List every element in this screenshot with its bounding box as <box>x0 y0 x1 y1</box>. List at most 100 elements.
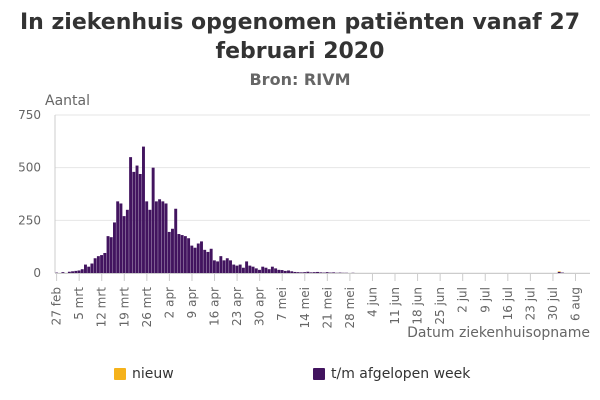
bar-week[interactable] <box>248 265 252 273</box>
bar-week[interactable] <box>316 271 319 273</box>
bar-week[interactable] <box>177 234 181 273</box>
legend-item-nieuw[interactable]: nieuw <box>114 366 174 382</box>
bar-week[interactable] <box>319 272 323 273</box>
bar-week[interactable] <box>135 165 139 273</box>
bar-week[interactable] <box>332 272 336 273</box>
bar-week[interactable] <box>206 251 210 273</box>
bar-week[interactable] <box>277 269 281 273</box>
bar-week[interactable] <box>193 247 197 273</box>
bar-week[interactable] <box>287 270 290 273</box>
bar-week[interactable] <box>116 201 120 273</box>
legend-item-week[interactable]: t/m afgelopen week <box>313 366 470 382</box>
bar-week[interactable] <box>254 268 258 273</box>
bar-week[interactable] <box>299 272 303 273</box>
bar-week[interactable] <box>96 256 100 273</box>
bar-week[interactable] <box>309 272 313 273</box>
bar-week[interactable] <box>303 272 307 273</box>
y-tick-label: 0 <box>33 266 41 280</box>
bar-week[interactable] <box>129 157 133 273</box>
bar-week[interactable] <box>296 272 300 273</box>
bar-week[interactable] <box>148 209 152 273</box>
bar-week[interactable] <box>232 264 236 273</box>
bar-week[interactable] <box>100 255 104 273</box>
bar-week[interactable] <box>174 208 178 273</box>
bar-week[interactable] <box>71 271 75 273</box>
bar-week[interactable] <box>306 271 310 273</box>
bar-week[interactable] <box>103 252 107 273</box>
bar-week[interactable] <box>84 264 87 273</box>
bar-week[interactable] <box>200 241 203 273</box>
bar-week[interactable] <box>61 272 65 273</box>
bar-week[interactable] <box>251 266 255 273</box>
bar-week[interactable] <box>190 245 194 273</box>
bar-week[interactable] <box>328 272 332 274</box>
bar-week[interactable] <box>183 236 187 273</box>
bar-week[interactable] <box>171 228 174 273</box>
bar-week[interactable] <box>274 268 278 273</box>
bar-week[interactable] <box>293 271 297 273</box>
bar-week[interactable] <box>55 272 58 274</box>
bar-week[interactable] <box>158 199 162 273</box>
bar-week[interactable] <box>145 201 149 273</box>
bar-week[interactable] <box>119 203 123 273</box>
bar-week[interactable] <box>93 258 97 273</box>
bar-week[interactable] <box>212 260 216 273</box>
bar-week[interactable] <box>290 271 294 273</box>
legend-label-nieuw: nieuw <box>132 366 174 382</box>
bar-week[interactable] <box>106 236 110 273</box>
bar-week[interactable] <box>161 201 165 273</box>
bar-week[interactable] <box>164 203 168 273</box>
bar-week[interactable] <box>241 267 245 273</box>
x-tick-label: 16 apr <box>208 287 222 326</box>
bar-week[interactable] <box>87 266 91 273</box>
x-tick-label: 25 jun <box>433 287 447 325</box>
bar-week[interactable] <box>74 270 78 273</box>
bar-week[interactable] <box>312 272 316 273</box>
bar-week[interactable] <box>151 167 155 273</box>
bar-week[interactable] <box>138 173 142 273</box>
bar-week[interactable] <box>258 269 261 273</box>
x-tick-label: 9 apr <box>185 287 199 318</box>
bar-week[interactable] <box>322 272 326 274</box>
bar-week[interactable] <box>180 235 184 273</box>
bar-week[interactable] <box>67 271 71 273</box>
bar-week[interactable] <box>245 261 249 273</box>
bar-week[interactable] <box>261 266 265 273</box>
bar-week[interactable] <box>154 201 158 273</box>
bar-week[interactable] <box>270 266 274 273</box>
bar-week[interactable] <box>125 209 129 273</box>
x-tick-label: 30 jul <box>546 287 560 320</box>
bar-week[interactable] <box>122 216 126 273</box>
bar-week[interactable] <box>196 243 200 273</box>
bar-week[interactable] <box>77 270 81 273</box>
bar-week[interactable] <box>187 238 191 273</box>
bar-week[interactable] <box>222 260 226 273</box>
bar-week[interactable] <box>113 222 116 273</box>
bar-week[interactable] <box>216 261 220 273</box>
bar-week[interactable] <box>267 269 271 273</box>
bar-week[interactable] <box>325 272 329 273</box>
bar-nieuw[interactable] <box>557 271 561 272</box>
bar-week[interactable] <box>90 263 94 273</box>
bar-week[interactable] <box>225 258 229 273</box>
bar-week[interactable] <box>80 269 84 273</box>
bar-week[interactable] <box>109 237 113 273</box>
bar-week[interactable] <box>167 231 171 273</box>
bar-week[interactable] <box>142 146 145 273</box>
bar-week[interactable] <box>264 267 268 273</box>
bar-week[interactable] <box>557 271 561 273</box>
bar-week[interactable] <box>238 264 242 273</box>
bar-week[interactable] <box>132 171 136 273</box>
bar-week[interactable] <box>209 248 213 273</box>
bar-week[interactable] <box>560 272 564 274</box>
bar-week[interactable] <box>219 256 223 273</box>
bar-week[interactable] <box>283 270 287 273</box>
bar-week[interactable] <box>280 270 284 273</box>
bar-week[interactable] <box>203 249 207 273</box>
bar-week[interactable] <box>229 260 232 273</box>
y-axis-label: Aantal <box>45 93 90 109</box>
bar-week[interactable] <box>235 265 239 273</box>
chart-title: In ziekenhuis opgenomen patiënten vanaf … <box>19 10 581 64</box>
bar-week[interactable] <box>338 272 342 274</box>
